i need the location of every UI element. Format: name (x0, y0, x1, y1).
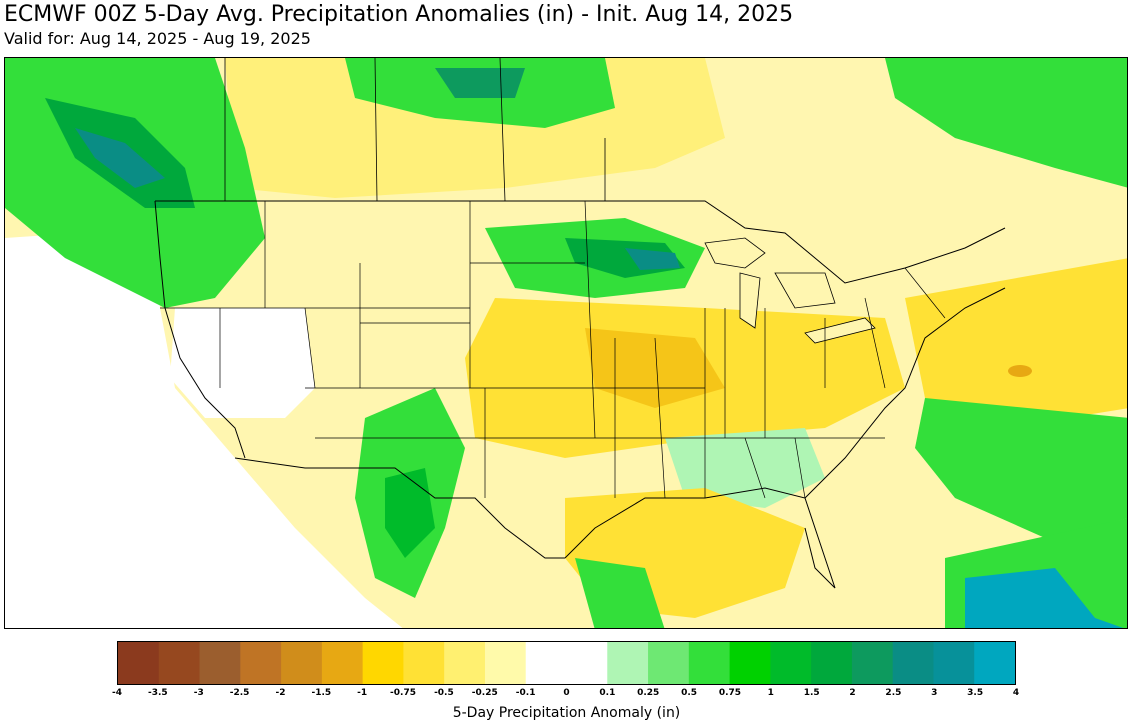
colorbar-tick-label: -3 (193, 688, 204, 698)
colorbar-tick-label: 4 (1012, 688, 1020, 698)
colorbar-swatch (892, 642, 934, 684)
west-coastline (154, 200, 246, 459)
colorbar-tick-label: 1.5 (803, 688, 820, 698)
colorbar-swatch (158, 642, 201, 684)
colorbar-tick-label: -0.1 (515, 688, 536, 698)
central-canada-wet-core (435, 68, 525, 98)
colorbar-swatch (566, 642, 608, 684)
colorbar-swatch (403, 642, 445, 684)
colorbar-tick-label: 0.5 (681, 688, 698, 698)
us-state-borders (160, 200, 946, 499)
colorbar-swatch (648, 642, 690, 684)
colorbar-swatch (525, 642, 567, 684)
east-coastline (804, 287, 1006, 499)
colorbar-tick-label: 3.5 (967, 688, 984, 698)
colorbar-tick-label: -3.5 (148, 688, 168, 698)
colorbar-tick-label: -0.25 (471, 688, 498, 698)
colorbar-swatch (770, 642, 812, 684)
colorbar-swatch (729, 642, 771, 684)
lake-erie (804, 317, 876, 344)
canada-province-borders (224, 58, 606, 202)
colorbar-swatch (851, 642, 894, 684)
colorbar-tick-label: 1 (767, 688, 774, 698)
colorbar-swatches (118, 642, 1015, 684)
atlantic-dry-core (1008, 365, 1032, 377)
great-basin-neutral-region (170, 308, 315, 418)
us-mexico-border (234, 457, 565, 559)
lake-superior (704, 237, 766, 269)
colorbar-label: 5-Day Precipitation Anomaly (in) (452, 705, 681, 721)
colorbar-swatch (240, 642, 282, 684)
northeast-canada-wet-region (885, 58, 1127, 188)
colorbar-tick-label: 0.1 (599, 688, 616, 698)
colorbar-tick-label: 2 (849, 688, 856, 698)
colorbar-swatch (811, 642, 853, 684)
colorbar-tick-label: -2 (275, 688, 286, 698)
colorbar-tick-label: -0.5 (434, 688, 454, 698)
gulf-wet-region (575, 558, 665, 628)
lake-michigan (739, 272, 761, 329)
colorbar-tick-label: -0.75 (390, 688, 417, 698)
southeast-atlantic-wet-region (915, 398, 1127, 538)
us-canada-border (155, 200, 1006, 284)
pacific-northwest-max-core (75, 128, 165, 188)
gulf-coastline (564, 487, 836, 589)
colorbar-swatch (362, 642, 404, 684)
colorbar-swatch (281, 642, 323, 684)
colorbar-tick-label: 0 (563, 688, 570, 698)
colorbar-tick-label: 3 (931, 688, 938, 698)
colorbar-swatch (444, 642, 486, 684)
colorbar-swatch (974, 642, 1015, 684)
map-title: ECMWF 00Z 5-Day Avg. Precipitation Anoma… (4, 2, 794, 27)
colorbar-swatch (484, 642, 527, 684)
colorbar-tick-label: -2.5 (229, 688, 250, 698)
colorbar-tick-label: 0.75 (718, 688, 742, 698)
colorbar-swatch (199, 642, 241, 684)
atlantic-dry-region (905, 258, 1127, 428)
colorbar-tick-label: -4 (112, 688, 122, 698)
colorbar-tick-label: -1 (357, 688, 368, 698)
precipitation-anomaly-map (4, 57, 1128, 629)
map-canvas (5, 58, 1127, 628)
colorbar-tick-label: 2.5 (885, 688, 902, 698)
caribbean-wet-max (965, 568, 1124, 628)
southwest-monsoon-wet-core (385, 468, 435, 558)
colorbar-swatch (607, 642, 649, 684)
upper-midwest-max-core (625, 248, 680, 270)
colorbar-tick-label: 0.25 (637, 688, 660, 698)
pacific-neutral-region (5, 228, 403, 628)
colorbar-swatch (933, 642, 975, 684)
colorbar-ticks: -4 -3.5 -3 -2.5 -2 -1.5 -1 -0.75 -0.5 -0.25 -0.1 0 0… (0, 688, 1133, 702)
colorbar-tick-label: -1.5 (311, 688, 332, 698)
colorbar-swatch (688, 642, 731, 684)
colorbar-swatch (118, 642, 160, 684)
map-subtitle: Valid for: Aug 14, 2025 - Aug 19, 2025 (4, 29, 311, 48)
colorbar (117, 641, 1016, 685)
lake-huron (774, 272, 836, 309)
colorbar-swatch (321, 642, 364, 684)
